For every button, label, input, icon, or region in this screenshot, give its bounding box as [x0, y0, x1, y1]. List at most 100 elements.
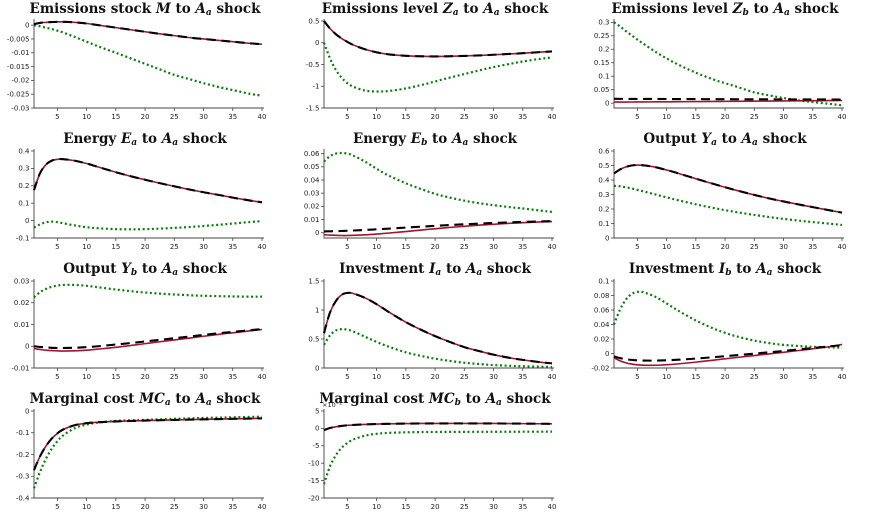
x-tick-label: 5 — [55, 243, 59, 251]
x-tick-label: 15 — [401, 373, 410, 381]
y-tick-label: -20 — [308, 494, 319, 502]
chart-energy-ea: Energy Ea to Aa shock 0.4 0.3 0.2 0.1 0 -0.1 5 1… — [0, 130, 290, 260]
y-tick-label: 0.2 — [18, 182, 29, 190]
x-tick-label: 20 — [721, 373, 730, 381]
series-dashed-black — [322, 291, 553, 365]
y-tick-label: 0 — [315, 39, 319, 47]
x-tick-label: 25 — [170, 113, 179, 121]
y-tick-label: 0.1 — [598, 220, 609, 228]
chart-canvas-investment-ib: 0.1 0.08 0.06 0.04 0.02 0 -0.02 5 10 15 20 25 30 35 40 — [591, 277, 846, 381]
y-tick-label: 0.2 — [598, 46, 609, 54]
chart-title-investment-ib: Investment Ib to Aa shock — [628, 261, 822, 278]
y-tick-label: -1.5 — [306, 104, 320, 112]
y-tick-label: -0.01 — [11, 364, 29, 372]
series-dotted-green — [33, 220, 263, 231]
axes — [323, 149, 554, 239]
x-tick-label: 35 — [808, 243, 817, 251]
x-tick-label: 40 — [258, 243, 267, 251]
chart-energy-eb: Energy Eb to Aa shock 0.06 0.05 0.04 0.03 0.0… — [290, 130, 580, 260]
chart-title-investment-ia: Investment Ia to Aa shock — [339, 261, 531, 278]
y-tick-label: 0.03 — [14, 277, 30, 285]
series-dotted-green — [612, 290, 843, 349]
series-solid-red — [613, 99, 843, 103]
x-tick-label: 15 — [111, 243, 120, 251]
x-tick-label: 10 — [372, 373, 381, 381]
x-tick-label: 25 — [750, 373, 759, 381]
x-tick-label: 35 — [228, 243, 237, 251]
y-tick-label: 0.02 — [304, 203, 320, 211]
x-tick-label: 10 — [372, 503, 381, 511]
y-tick-label: -5 — [313, 442, 320, 450]
x-tick-label: 5 — [55, 373, 59, 381]
x-tick-label: 10 — [662, 113, 671, 121]
axes — [323, 409, 554, 499]
x-tick-label: 5 — [635, 113, 639, 121]
series-dotted-green — [322, 42, 553, 93]
y-tick-label: 0.1 — [598, 73, 609, 81]
x-tick-label: 35 — [808, 113, 817, 121]
x-tick-label: 20 — [141, 113, 150, 121]
series-solid-red — [323, 291, 553, 365]
series-dotted-green — [33, 24, 263, 97]
y-tick-label: -0.02 — [591, 364, 609, 372]
y-tick-label: 0 — [315, 229, 319, 237]
x-tick-label: 20 — [141, 503, 150, 511]
chart-emissions-stock-m: Emissions stock M to Aa shock 0 -0.005 -0.0… — [0, 0, 290, 130]
y-tick-label: 0.08 — [594, 292, 610, 300]
y-tick-label: 0 — [605, 350, 609, 358]
x-tick-label: 15 — [691, 373, 700, 381]
y-tick-label: 0.02 — [14, 299, 30, 307]
y-tick-label: 0.06 — [594, 306, 610, 314]
y-tick-label: 0.5 — [598, 162, 609, 170]
x-tick-label: 25 — [460, 373, 469, 381]
x-tick-label: 5 — [345, 503, 349, 511]
chart-investment-ia: Investment Ia to Aa shock 1.5 1 0.5 0 5 10 15 20… — [290, 260, 580, 390]
y-tick-label: 0.06 — [304, 150, 320, 158]
y-tick-label: -0.1 — [16, 234, 30, 242]
chart-output-yb: Output Yb to Aa shock 0.03 0.02 0.01 0 -0.01 5… — [0, 260, 290, 390]
chart-title-emissions-stock-m: Emissions stock M to Aa shock — [29, 1, 261, 18]
x-tick-label: 5 — [635, 243, 639, 251]
y-tick-label: 0 — [315, 425, 319, 433]
x-tick-label: 20 — [431, 503, 440, 511]
x-tick-label: 40 — [258, 113, 267, 121]
x-tick-label: 40 — [258, 373, 267, 381]
y-tick-label: 0.25 — [594, 32, 610, 40]
series-dashed-black — [33, 417, 263, 471]
x-tick-label: 20 — [721, 113, 730, 121]
x-tick-label: 20 — [431, 243, 440, 251]
chart-emissions-level-za: Emissions level Za to Aa shock 0.5 0 -0.5 -1… — [290, 0, 580, 130]
chart-title-emissions-level-zb: Emissions level Zb to Aa shock — [611, 1, 839, 18]
y-exponent-label: ×10⁻³ — [322, 401, 342, 409]
x-tick-label: 35 — [518, 113, 527, 121]
series-solid-red — [323, 20, 553, 58]
series-dotted-green — [323, 328, 553, 369]
x-tick-label: 15 — [401, 503, 410, 511]
chart-canvas-emissions-stock-m: 0 -0.005 -0.01 -0.015 -0.02 -0.025 -0.03 5 10 15 2… — [7, 19, 267, 121]
x-tick-label: 15 — [111, 373, 120, 381]
axes — [33, 279, 264, 369]
x-tick-label: 10 — [82, 113, 91, 121]
y-tick-label: 0.01 — [14, 321, 30, 329]
x-tick-label: 40 — [548, 503, 557, 511]
x-tick-label: 25 — [170, 503, 179, 511]
series-dotted-green — [613, 184, 843, 227]
x-tick-label: 30 — [779, 113, 788, 121]
y-tick-label: 0 — [25, 343, 29, 351]
chart-emissions-level-zb: Emissions level Zb to Aa shock 0.3 0.25 0.2… — [580, 0, 870, 130]
axes — [613, 149, 844, 239]
x-tick-label: 35 — [518, 373, 527, 381]
chart-canvas-emissions-level-zb: 0.3 0.25 0.2 0.15 0.1 0.05 0 5 10 15 20 25 30 35 40 — [594, 19, 847, 121]
x-tick-label: 5 — [55, 113, 59, 121]
y-tick-label: 0.02 — [594, 335, 610, 343]
axes — [33, 409, 264, 499]
x-tick-label: 40 — [838, 243, 847, 251]
chart-canvas-output-ya: 0.6 0.5 0.4 0.3 0.2 0.1 0 5 10 15 20 25 30 35 40 — [598, 147, 847, 251]
y-tick-label: 1 — [315, 306, 319, 314]
x-tick-label: 30 — [199, 113, 208, 121]
y-tick-label: 0.3 — [18, 165, 29, 173]
x-tick-label: 25 — [750, 243, 759, 251]
series-dotted-green — [323, 151, 553, 213]
y-tick-label: 0 — [315, 364, 319, 372]
